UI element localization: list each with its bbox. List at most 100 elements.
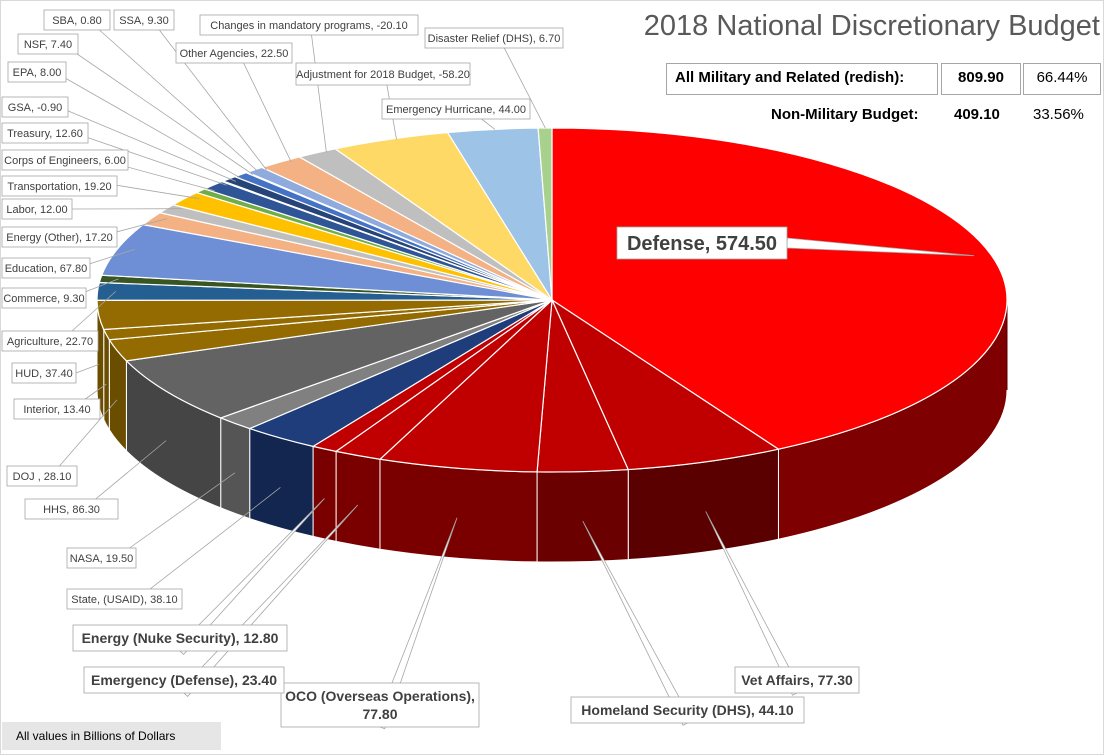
label-box (1, 122, 89, 144)
military-label-box: All Military and Related (redish): (666, 63, 938, 95)
military-value: 809.90 (958, 69, 1004, 86)
nonmilitary-pct: 33.56% (1033, 106, 1084, 123)
military-pct: 66.44% (1036, 69, 1088, 86)
slice-hhs (125, 299, 553, 419)
label-commerce: Commerce, 9.30 (1, 287, 87, 309)
label-treasury: Treasury, 12.60 (1, 122, 89, 144)
label-box (295, 62, 471, 86)
label-sba: SBA, 0.80 (43, 9, 111, 31)
label-text: SBA, 0.80 (52, 15, 102, 27)
label-text: NSF, 7.40 (24, 39, 72, 51)
label-text: Homeland Security (DHS), 44.10 (581, 702, 794, 718)
slice-defense (551, 127, 1008, 450)
label-text: NASA, 19.50 (70, 553, 134, 565)
label-education: Education, 67.80 (1, 257, 91, 279)
label-box (280, 682, 480, 728)
pie-tops (96, 127, 1008, 473)
label-gsa: GSA, -0.90 (1, 96, 69, 118)
label-box (17, 33, 79, 55)
label-energy-other: Energy (Other), 17.20 (1, 226, 118, 248)
label-text: Transportation, 19.20 (7, 181, 111, 193)
label-defense: Defense, 574.50 (616, 226, 788, 260)
leader-hud (75, 364, 99, 374)
label-text: SSA, 9.30 (119, 15, 169, 27)
label-text: Corps of Engineers, 6.00 (4, 155, 126, 167)
label-oco-overseas-operations: OCO (Overseas Operations), 77.80 (280, 682, 480, 728)
label-box (24, 498, 119, 520)
label-hud: HUD, 37.40 (11, 362, 77, 384)
label-text: Energy (Nuke Security), 12.80 (82, 630, 279, 646)
label-vet-affairs: Vet Affairs, 77.30 (734, 666, 860, 694)
label-text: Changes in mandatory programs, -20.10 (210, 20, 408, 32)
military-value-box: 809.90 (941, 63, 1021, 95)
label-doj: DOJ , 28.10 (6, 465, 78, 487)
label-nsf: NSF, 7.40 (17, 33, 79, 55)
label-box (1, 257, 91, 279)
label-text: Adjustment for 2018 Budget, -58.20 (296, 69, 470, 81)
leader-epa (36, 61, 243, 180)
military-pct-box: 66.44% (1023, 63, 1101, 95)
label-box (1, 287, 87, 309)
label-box (199, 14, 419, 36)
label-agriculture: Agriculture, 22.70 (1, 330, 99, 352)
label-emergency-hurricane: Emergency Hurricane, 44.00 (381, 98, 531, 120)
leader-nsf (47, 33, 254, 175)
label-text: OCO (Overseas Operations), (285, 688, 475, 704)
label-box (1, 198, 73, 220)
label-box (13, 398, 101, 420)
label-text: Disaster Relief (DHS), 6.70 (428, 33, 561, 45)
label-text: Vet Affairs, 77.30 (741, 672, 853, 688)
label-text: Interior, 13.40 (23, 404, 90, 416)
label-text: HUD, 37.40 (15, 368, 72, 380)
slice-oco-overseas-operations (378, 298, 553, 473)
units-note: All values in Billions of Dollars (2, 722, 221, 750)
label-text: HHS, 86.30 (43, 504, 100, 516)
label-box (616, 226, 788, 260)
side-nasa (220, 417, 251, 520)
side-oco-overseas-operations (379, 458, 538, 563)
label-text: EPA, 8.00 (13, 67, 62, 79)
label-energy-nuke-security: Energy (Nuke Security), 12.80 (72, 624, 288, 652)
label-box (1, 330, 99, 352)
label-box (66, 547, 137, 569)
label-box (381, 98, 531, 120)
label-text: GSA, -0.90 (8, 102, 62, 114)
label-ssa: SSA, 9.30 (113, 9, 175, 31)
label-box (1, 175, 118, 197)
label-box (66, 588, 183, 610)
label-epa: EPA, 8.00 (7, 61, 67, 83)
label-labor: Labor, 12.00 (1, 198, 73, 220)
label-text: Defense, 574.50 (627, 233, 777, 255)
label-box (424, 27, 564, 49)
label-changes-in-mandatory-programs: Changes in mandatory programs, -20.10 (199, 14, 419, 36)
side-homeland-security-dhs (536, 469, 629, 563)
label-state-usaid: State, (USAID), 38.10 (66, 588, 183, 610)
label-text: 77.80 (362, 706, 397, 722)
leader-sba (76, 9, 260, 173)
label-box (570, 696, 805, 724)
label-disaster-relief-dhs: Disaster Relief (DHS), 6.70 (424, 27, 564, 49)
label-box (43, 9, 111, 31)
label-box (7, 61, 67, 83)
label-text: DOJ , 28.10 (13, 471, 72, 483)
chart-title: 2018 National Discretionary Budget (643, 10, 1100, 42)
label-transportation: Transportation, 19.20 (1, 175, 118, 197)
nonmilitary-label: Non-Military Budget: (771, 106, 919, 123)
label-text: Emergency Hurricane, 44.00 (386, 104, 526, 116)
label-box (83, 666, 285, 694)
label-box (175, 42, 293, 64)
label-box (1, 96, 69, 118)
label-corps-of-engineers: Corps of Engineers, 6.00 (1, 149, 129, 171)
label-emergency-defense: Emergency (Defense), 23.40 (83, 666, 285, 694)
label-homeland-security-dhs: Homeland Security (DHS), 44.10 (570, 696, 805, 724)
slice-vet-affairs (550, 298, 780, 471)
label-box (1, 149, 129, 171)
label-text: Labor, 12.00 (6, 204, 67, 216)
label-hhs: HHS, 86.30 (24, 498, 119, 520)
side-emergency-defense (335, 450, 381, 550)
label-box (734, 666, 860, 694)
label-text: Commerce, 9.30 (3, 293, 84, 305)
label-box (6, 465, 78, 487)
label-text: Other Agencies, 22.50 (180, 48, 289, 60)
